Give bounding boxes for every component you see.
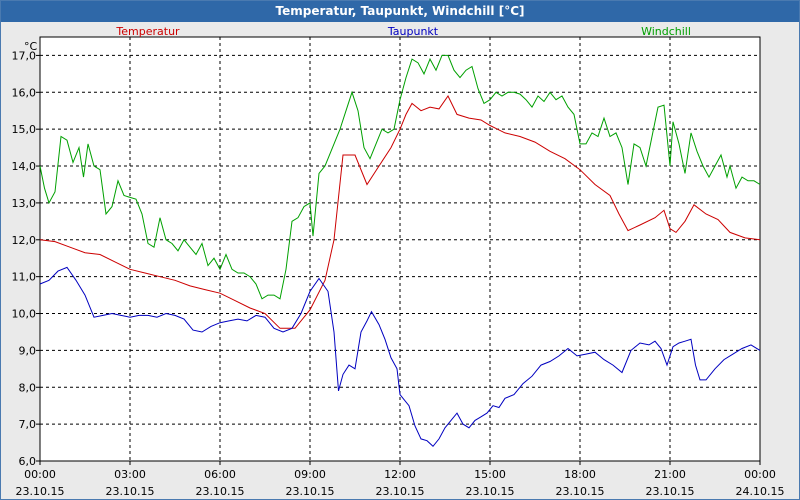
- x-tick-time-label: 15:00: [474, 468, 506, 481]
- series-lines: [39, 54, 761, 448]
- x-tick-date-label: 23.10.15: [106, 485, 155, 498]
- x-tick-time-label: 00:00: [24, 468, 56, 481]
- x-tick-time-label: 18:00: [564, 468, 596, 481]
- y-tick-label: 10,0: [12, 308, 37, 321]
- x-tick-date-label: 23.10.15: [286, 485, 335, 498]
- x-tick-date-label: 23.10.15: [646, 485, 695, 498]
- y-tick-label: 15,0: [12, 123, 37, 136]
- series-line-windchill: [39, 54, 761, 300]
- legend: Temperatur Taupunkt Windchill: [115, 25, 691, 38]
- x-tick-date-label: 23.10.15: [16, 485, 65, 498]
- y-tick-label: 7,0: [19, 418, 37, 431]
- x-tick-time-label: 03:00: [114, 468, 146, 481]
- y-tick-label: 12,0: [12, 234, 37, 247]
- series-line-temperatur: [39, 95, 761, 329]
- x-tick-time-label: 06:00: [204, 468, 236, 481]
- x-tick-date-label: 24.10.15: [736, 485, 785, 498]
- x-tick-time-label: 09:00: [294, 468, 326, 481]
- grid-lines: [40, 37, 760, 461]
- y-tick-label: 16,0: [12, 86, 37, 99]
- legend-entry-taupunkt: Taupunkt: [387, 25, 439, 38]
- y-axis-ticks: 6,0 7,0 8,0 9,0 10,0 11,0 12,0 13,0 14,0 15,0 16,0…: [12, 49, 40, 468]
- x-tick-date-label: 23.10.15: [376, 485, 425, 498]
- y-tick-label: 11,0: [12, 271, 37, 284]
- x-tick-date-label: 23.10.15: [196, 485, 245, 498]
- y-tick-label: 9,0: [19, 344, 37, 357]
- y-tick-label: 6,0: [19, 455, 37, 468]
- y-tick-label: 14,0: [12, 160, 37, 173]
- legend-entry-temperatur: Temperatur: [115, 25, 180, 38]
- window-title: Temperatur, Taupunkt, Windchill [°C]: [1, 1, 799, 22]
- x-axis-ticks: 00:00 23.10.15 03:00 23.10.15 06:00 23.10.15 0…: [16, 461, 785, 498]
- y-tick-label: 17,0: [12, 49, 37, 62]
- series-line-taupunkt: [39, 266, 761, 448]
- x-tick-date-label: 23.10.15: [466, 485, 515, 498]
- legend-entry-windchill: Windchill: [641, 25, 691, 38]
- x-tick-time-label: 00:00: [744, 468, 776, 481]
- x-tick-time-label: 12:00: [384, 468, 416, 481]
- x-tick-date-label: 23.10.15: [556, 485, 605, 498]
- y-axis-unit-label: °C: [24, 40, 38, 53]
- y-tick-label: 8,0: [19, 381, 37, 394]
- x-tick-time-label: 21:00: [654, 468, 686, 481]
- y-tick-label: 13,0: [12, 197, 37, 210]
